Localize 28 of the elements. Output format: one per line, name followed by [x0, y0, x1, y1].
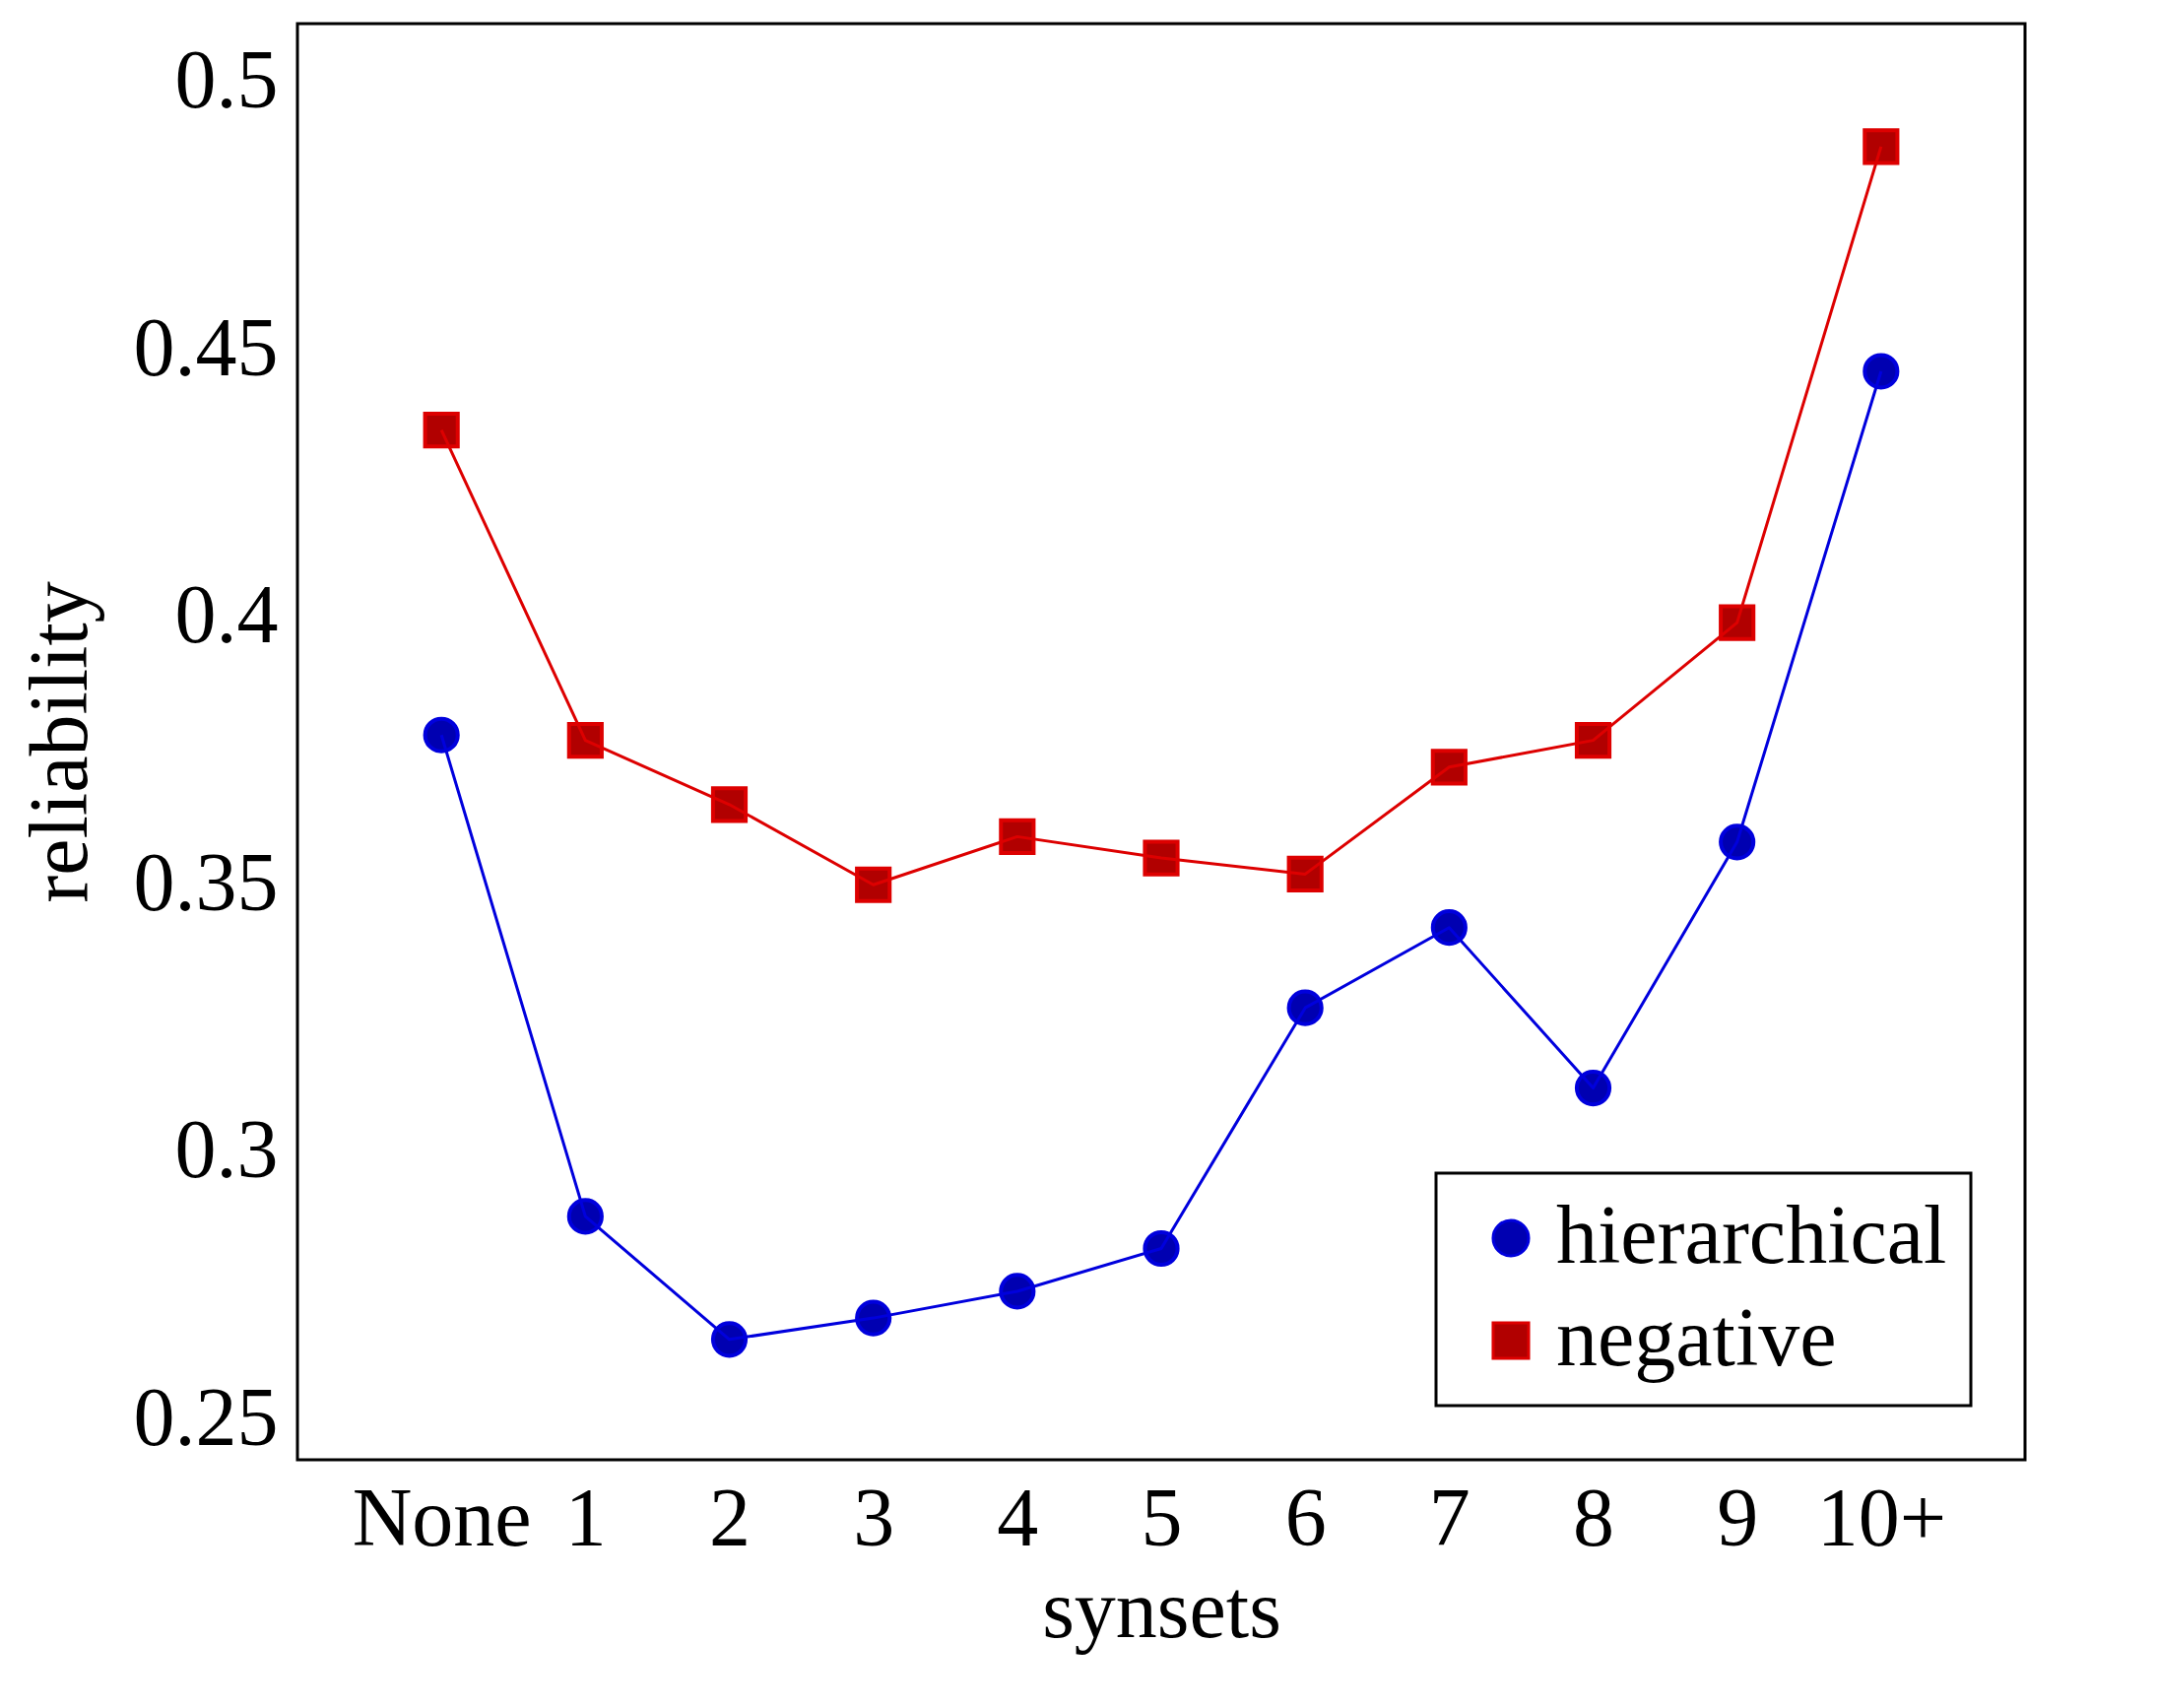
y-tick-label: 0.5: [174, 33, 279, 126]
y-tick-label: 0.25: [133, 1370, 279, 1463]
x-tick-label: 5: [1141, 1471, 1183, 1563]
x-tick-label: 8: [1573, 1471, 1614, 1563]
point: [423, 716, 460, 754]
x-tick-label: 7: [1428, 1471, 1471, 1563]
x-tick-label: 3: [853, 1471, 895, 1563]
x-tick-label: 6: [1284, 1471, 1327, 1563]
point: [1143, 839, 1180, 877]
y-tick-label: 0.4: [174, 568, 279, 661]
y-tick-label: 0.45: [133, 300, 279, 393]
point: [1863, 353, 1900, 390]
point: [1863, 128, 1900, 165]
x-tick-label: 9: [1717, 1471, 1759, 1563]
x-axis-title: synsets: [1042, 1562, 1281, 1655]
x-tick-label: 4: [997, 1471, 1039, 1563]
x-tick-label: None: [352, 1471, 532, 1563]
point: [999, 818, 1036, 855]
legend-label: hierarchical: [1556, 1189, 1947, 1281]
x-tick-label: 2: [709, 1471, 751, 1563]
y-tick-label: 0.3: [174, 1103, 279, 1196]
y-tick-label: 0.35: [133, 835, 279, 928]
y-axis-title: reliability: [12, 581, 104, 903]
point: [1719, 604, 1756, 641]
x-tick-label: 1: [564, 1471, 607, 1563]
x-tick-label: 10+: [1816, 1471, 1947, 1563]
legend-label: negative: [1556, 1291, 1837, 1383]
point: [423, 412, 460, 449]
